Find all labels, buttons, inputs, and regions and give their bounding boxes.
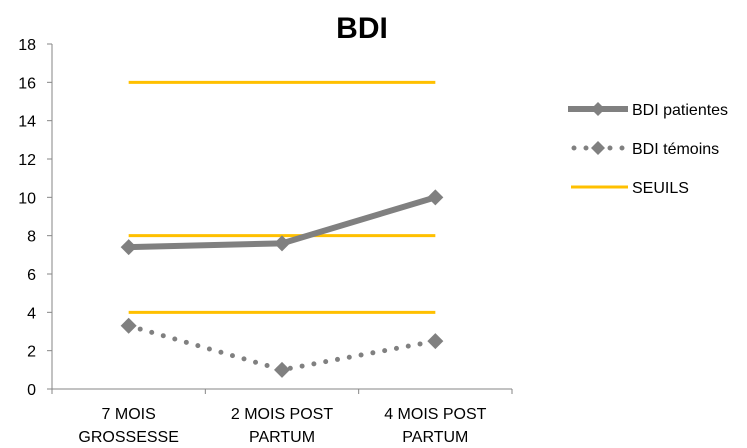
y-tick-label: 10	[18, 190, 36, 207]
y-tick-label: 6	[27, 267, 36, 284]
data-point	[274, 235, 290, 252]
legend-marker	[591, 102, 605, 116]
legend-label: BDI témoins	[632, 141, 719, 158]
y-tick-label: 16	[18, 75, 36, 92]
data-point	[120, 317, 137, 334]
legend-item: BDI témoins	[571, 141, 719, 158]
x-category-label: 2 MOIS POST	[231, 406, 333, 423]
series-layer	[120, 189, 444, 378]
x-category-label: 7 MOIS	[102, 406, 156, 423]
legend-item: SEUILS	[571, 180, 689, 197]
y-tick-label: 4	[27, 305, 36, 322]
data-point	[274, 361, 290, 378]
x-category-label: 4 MOIS POST	[384, 406, 486, 423]
x-category-label: GROSSESSE	[78, 429, 178, 446]
y-tick-label: 14	[18, 114, 36, 131]
x-category-label: PARTUM	[249, 429, 315, 446]
data-point	[427, 333, 444, 350]
x-category-label: PARTUM	[402, 429, 468, 446]
chart-title: BDI	[336, 12, 388, 45]
legend-marker	[591, 141, 605, 155]
legend-label: SEUILS	[632, 180, 689, 197]
x-axis-ticks: 7 MOIS GROSSESSE 2 MOIS POST PARTUM 4 MOIS P…	[51, 389, 513, 446]
y-tick-label: 8	[27, 229, 36, 246]
y-tick-label: 2	[27, 344, 36, 361]
threshold-lines	[128, 80, 436, 314]
legend: BDI patientes BDI témoins SEUILS	[568, 102, 728, 197]
y-axis-ticks: 0 2 4 6 8 10 12 14 16 18	[18, 37, 52, 399]
legend-item: BDI patientes	[568, 102, 728, 119]
y-tick-label: 18	[18, 37, 36, 54]
y-tick-label: 0	[27, 382, 36, 399]
y-tick-label: 12	[18, 152, 36, 169]
legend-label: BDI patientes	[632, 102, 728, 119]
data-point	[120, 239, 137, 256]
series-line	[126, 323, 438, 373]
data-point	[427, 189, 444, 206]
